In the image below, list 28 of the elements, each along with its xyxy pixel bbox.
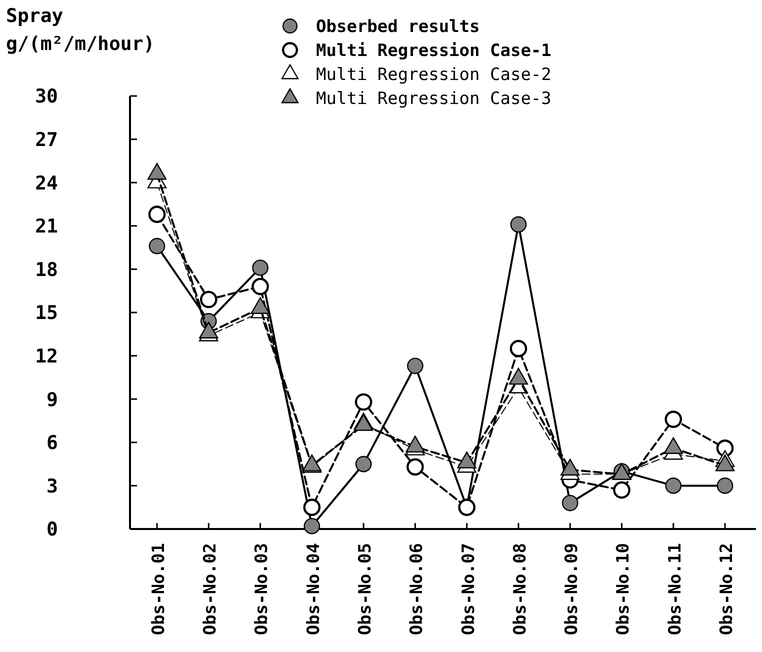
- legend-label: Multi Regression Case-3: [316, 88, 552, 109]
- x-tick-label: Obs-No.05: [355, 543, 376, 636]
- x-tick-label: Obs-No.02: [200, 543, 221, 636]
- x-tick-label: Obs-No.03: [252, 543, 272, 636]
- y-tick-label: 9: [46, 388, 58, 411]
- x-tick-label: Obs-No.04: [304, 543, 324, 636]
- y-tick-label: 12: [35, 345, 58, 368]
- y-tick-label: 0: [46, 518, 58, 541]
- y-tick-label: 3: [46, 475, 58, 498]
- y-tick-label: 6: [46, 432, 58, 454]
- x-tick-label: Obs-No.06: [407, 543, 428, 636]
- x-tick-label: Obs-No.07: [458, 543, 479, 636]
- y-tick-label: 21: [35, 216, 58, 238]
- y-tick-label: 15: [35, 302, 58, 324]
- x-tick-label: Obs-No.01: [148, 543, 169, 636]
- y-tick-label: 24: [35, 172, 58, 194]
- x-tick-label: Obs-No.08: [510, 543, 530, 636]
- x-tick-label: Obs-No.09: [562, 543, 582, 636]
- x-tick-label: Obs-No.12: [716, 543, 737, 636]
- y-axis-title: Spray g/(m²/m/hour): [6, 5, 155, 55]
- legend-label: Multi Regression Case-1: [316, 40, 552, 61]
- x-tick-label: Obs-No.11: [665, 543, 686, 636]
- legend-label: Obserbed results: [316, 16, 480, 37]
- y-tick-label: 30: [35, 86, 58, 108]
- legend-label: Multi Regression Case-2: [316, 64, 552, 85]
- x-tick-label: Obs-No.10: [614, 543, 634, 636]
- y-tick-label: 18: [35, 258, 58, 281]
- y-tick-label: 27: [35, 128, 58, 151]
